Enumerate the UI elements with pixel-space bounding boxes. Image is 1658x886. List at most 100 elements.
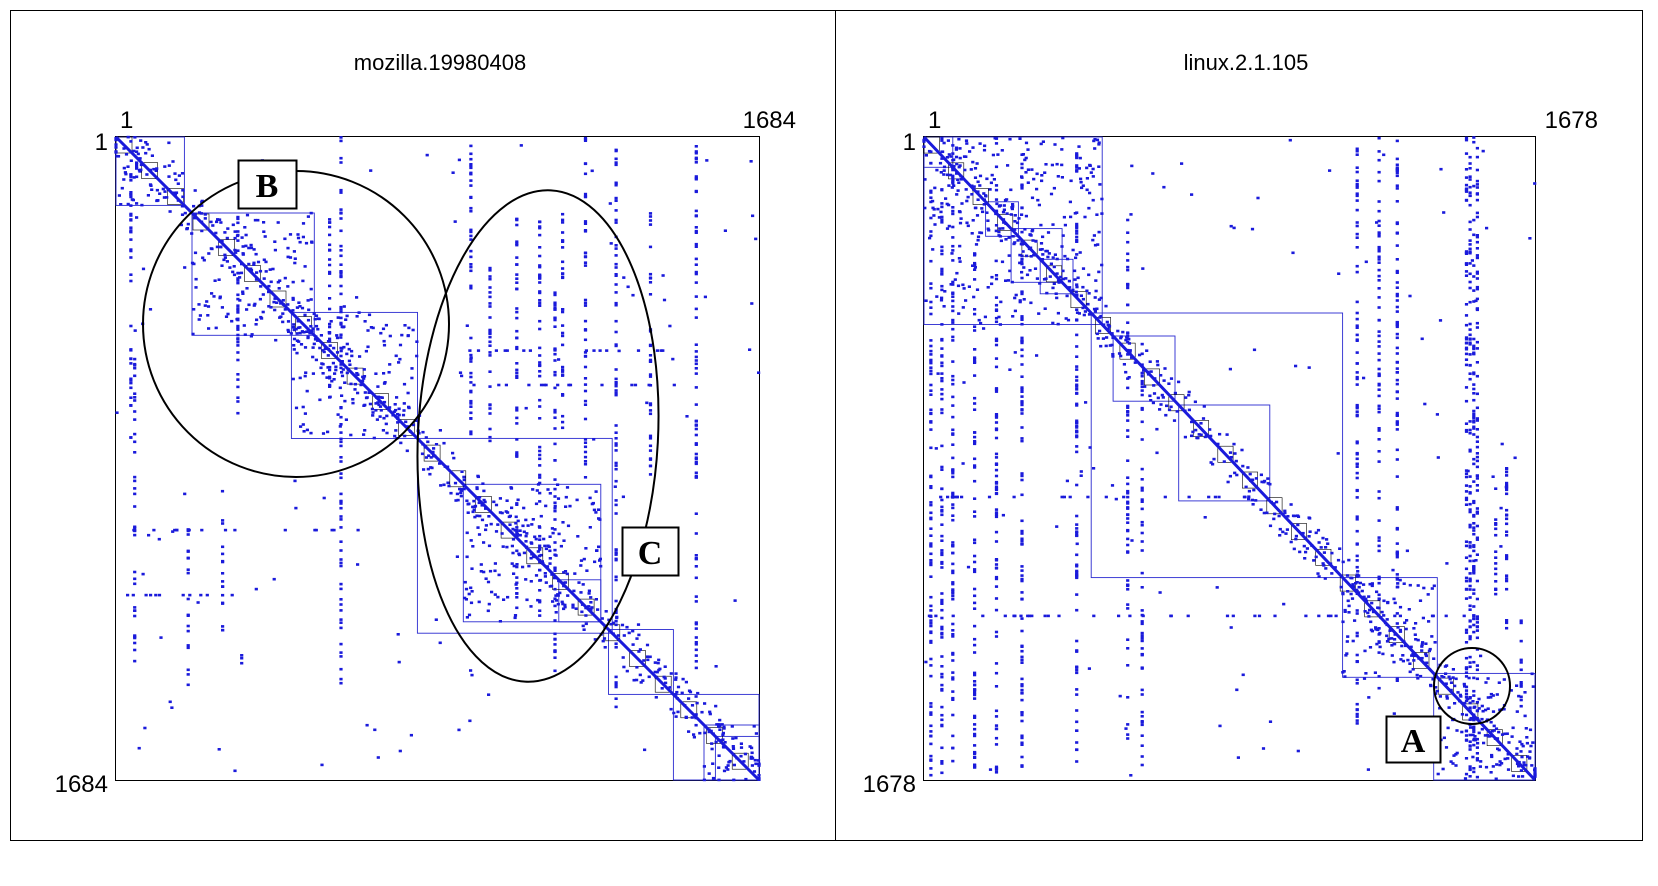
dependency-mark — [1472, 387, 1476, 391]
dependency-mark — [1266, 482, 1270, 485]
cluster-box — [1090, 312, 1344, 579]
dependency-mark — [1355, 208, 1359, 212]
dependency-mark — [1464, 472, 1469, 475]
dependency-mark — [562, 539, 566, 542]
dependency-mark — [694, 461, 698, 464]
dependency-mark — [538, 476, 542, 479]
dependency-mark — [339, 249, 343, 252]
dependency-mark — [1325, 538, 1329, 541]
dependency-mark — [253, 218, 257, 222]
dependency-mark — [553, 518, 557, 521]
dependency-mark — [982, 148, 987, 152]
dependency-mark — [694, 362, 698, 366]
dependency-mark — [583, 445, 588, 449]
dependency-mark — [1395, 506, 1399, 509]
dependency-mark — [929, 408, 933, 412]
dependency-mark — [183, 492, 187, 496]
dependency-mark — [1141, 267, 1145, 270]
dependency-mark — [1199, 422, 1203, 425]
dependency-mark — [1489, 720, 1493, 724]
dependency-mark — [424, 456, 429, 459]
dependency-mark — [994, 209, 999, 213]
dependency-mark — [1490, 753, 1494, 757]
dependency-mark — [1126, 543, 1130, 547]
dependency-mark — [1497, 681, 1501, 684]
dependency-mark — [459, 491, 463, 495]
dependency-mark — [171, 530, 175, 533]
dependency-mark — [942, 165, 947, 169]
dependency-mark — [994, 736, 999, 740]
dependency-mark — [396, 421, 400, 424]
dependency-mark — [236, 333, 240, 337]
dependency-mark — [241, 292, 245, 295]
dependency-mark — [973, 671, 977, 675]
dependency-mark — [1395, 271, 1399, 274]
dependency-mark — [598, 518, 602, 521]
dependency-mark — [469, 171, 473, 175]
dependency-mark — [177, 174, 181, 177]
dependency-mark — [312, 312, 316, 315]
dependency-mark — [515, 329, 519, 333]
dependency-mark — [1051, 286, 1055, 290]
dependency-mark — [940, 397, 944, 401]
dependency-mark — [598, 557, 602, 561]
dependency-mark — [951, 551, 955, 555]
dependency-mark — [339, 292, 343, 296]
dependency-mark — [480, 518, 485, 522]
dependency-mark — [1256, 196, 1260, 200]
dependency-mark — [1155, 427, 1159, 431]
dependency-mark — [343, 381, 347, 384]
dependency-mark — [675, 690, 679, 694]
dependency-mark — [1228, 474, 1232, 478]
dependency-mark — [694, 257, 698, 261]
dependency-mark — [488, 407, 492, 410]
dependency-mark — [1491, 765, 1495, 768]
dependency-mark — [592, 438, 596, 441]
dependency-mark — [1468, 733, 1472, 737]
dependency-mark — [973, 688, 977, 691]
dependency-mark — [1075, 385, 1079, 388]
dependency-mark — [194, 286, 198, 289]
dependency-mark — [1117, 352, 1122, 355]
dependency-mark — [648, 215, 653, 218]
dependency-mark — [583, 222, 588, 225]
dependency-mark — [1489, 692, 1493, 696]
dependency-mark — [1500, 762, 1504, 765]
dependency-mark — [384, 422, 388, 426]
dependency-mark — [455, 555, 459, 558]
dependency-mark — [522, 551, 526, 555]
dependency-mark — [1354, 582, 1358, 585]
dependency-mark — [973, 408, 977, 411]
dependency-mark — [994, 259, 998, 263]
dependency-mark — [1395, 294, 1399, 298]
dependency-mark — [994, 487, 999, 490]
dependency-mark — [1152, 392, 1157, 395]
dependency-mark — [1395, 382, 1399, 386]
dependency-mark — [133, 634, 137, 637]
dependency-mark — [407, 406, 411, 410]
dependency-mark — [1442, 736, 1446, 740]
dependency-mark — [694, 457, 698, 461]
dependency-mark — [411, 423, 416, 427]
dependency-mark — [694, 270, 698, 274]
dependency-mark — [583, 298, 588, 302]
dependency-mark — [561, 212, 565, 216]
dependency-mark — [929, 191, 933, 194]
dependency-mark — [262, 221, 266, 224]
dependency-mark — [487, 544, 492, 548]
dependency-mark — [1472, 140, 1476, 144]
dependency-mark — [403, 324, 407, 327]
dependency-mark — [553, 459, 557, 462]
dependency-mark — [1472, 614, 1476, 617]
dependency-mark — [973, 176, 978, 179]
dependency-mark — [317, 317, 321, 321]
dependency-mark — [940, 498, 944, 502]
dependency-mark — [593, 638, 597, 641]
dependency-mark — [475, 514, 479, 518]
dependency-mark — [553, 318, 557, 322]
dependency-mark — [614, 424, 618, 427]
dependency-mark — [1464, 183, 1469, 187]
dependency-mark — [157, 537, 161, 541]
dependency-mark — [339, 366, 343, 370]
dependency-mark — [1369, 620, 1373, 624]
